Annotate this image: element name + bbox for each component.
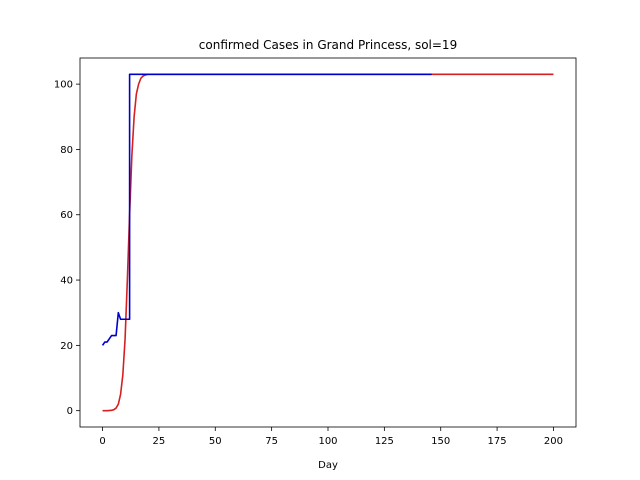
x-tick-label: 25 (153, 436, 166, 447)
chart-title: confirmed Cases in Grand Princess, sol=1… (199, 38, 457, 52)
y-tick-label: 100 (54, 80, 73, 91)
plot-area (79, 57, 577, 428)
x-tick-label: 50 (209, 436, 222, 447)
observed-cases-line (101, 73, 432, 346)
y-tick-label: 20 (60, 341, 73, 352)
model-fit-line (102, 73, 554, 412)
x-tick-label: 75 (265, 436, 278, 447)
x-tick-label: 150 (431, 436, 450, 447)
x-tick-label: 125 (375, 436, 394, 447)
series-layer (101, 73, 554, 412)
plot-frame (79, 57, 577, 428)
x-tick-label: 175 (488, 436, 507, 447)
x-tick-label: 100 (318, 436, 337, 447)
y-axis: 0 20 40 60 80 100 (54, 80, 80, 417)
x-axis: 0 25 50 75 100 125 150 175 200 (99, 427, 563, 447)
x-tick-label: 0 (99, 436, 105, 447)
y-tick-label: 80 (60, 145, 73, 156)
x-axis-label: Day (318, 460, 338, 471)
x-tick-label: 200 (544, 436, 563, 447)
y-tick-label: 40 (60, 276, 73, 287)
y-tick-label: 60 (60, 210, 73, 221)
y-tick-label: 0 (67, 406, 73, 417)
